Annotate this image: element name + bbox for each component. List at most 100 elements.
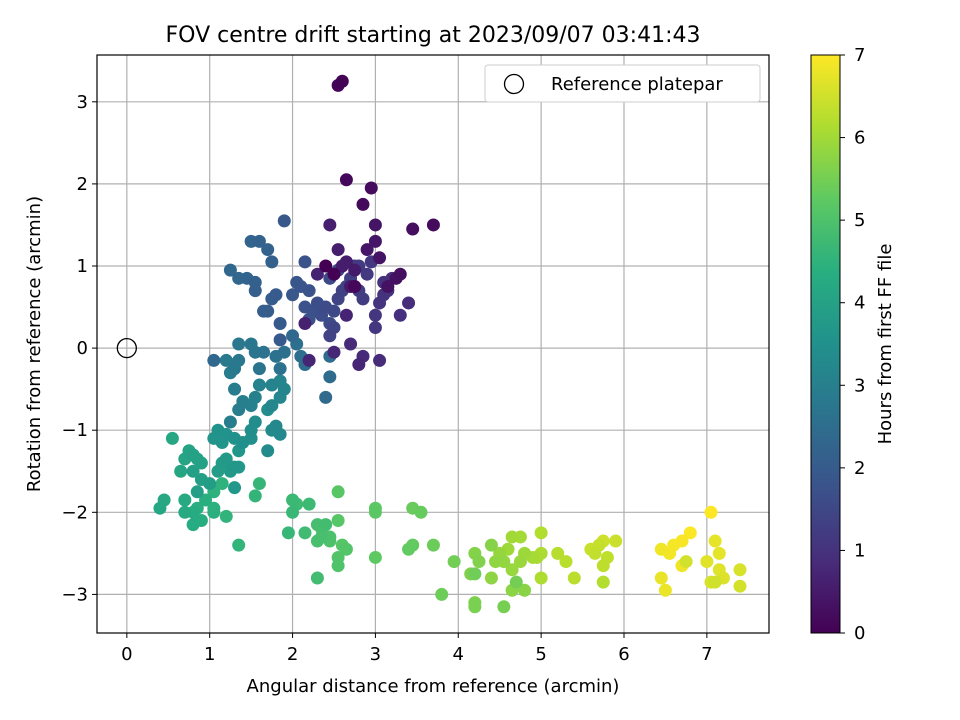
colorbar-tick-label: 7 <box>854 45 865 66</box>
data-point <box>435 587 449 601</box>
data-point <box>373 353 387 367</box>
data-point <box>733 579 747 593</box>
reference-marker <box>116 337 137 359</box>
data-point <box>248 415 262 429</box>
colorbar-tick-label: 1 <box>854 540 865 561</box>
data-point <box>518 583 532 597</box>
data-point <box>327 267 341 281</box>
data-point <box>265 255 279 269</box>
data-point <box>588 546 602 560</box>
x-tick-label: 3 <box>370 644 381 665</box>
chart-title: FOV centre drift starting at 2023/09/07 … <box>166 23 701 48</box>
data-point <box>327 304 341 318</box>
data-point <box>402 542 416 556</box>
data-point <box>513 555 527 569</box>
data-point <box>468 567 482 581</box>
colorbar-ticks: 0 1 2 3 4 5 6 7 <box>840 45 865 644</box>
data-point <box>497 600 511 614</box>
data-point <box>596 559 610 573</box>
data-point <box>567 571 581 585</box>
data-point <box>658 583 672 597</box>
data-point <box>708 534 722 548</box>
data-point <box>252 234 266 248</box>
data-point <box>257 345 271 359</box>
data-point <box>261 444 275 458</box>
data-point <box>207 505 221 519</box>
data-point <box>323 218 337 232</box>
data-point <box>356 292 370 306</box>
data-point <box>339 173 353 187</box>
data-point <box>426 538 440 552</box>
data-point <box>273 333 287 347</box>
data-point <box>348 280 362 294</box>
data-point <box>406 222 420 236</box>
data-point <box>298 255 312 269</box>
data-point <box>654 542 668 556</box>
plot-frame <box>96 54 770 634</box>
data-point <box>368 234 382 248</box>
data-point <box>484 571 498 585</box>
data-point <box>232 538 246 552</box>
data-point <box>331 485 345 499</box>
data-point <box>609 534 623 548</box>
data-point <box>356 197 370 211</box>
data-point <box>331 514 345 528</box>
x-axis-label: Angular distance from reference (arcmin) <box>247 676 620 697</box>
y-tick-label: −2 <box>61 502 88 523</box>
data-point <box>534 571 548 585</box>
y-tick-label: −1 <box>61 420 88 441</box>
data-point <box>252 477 266 491</box>
data-point <box>339 308 353 322</box>
data-point <box>153 501 167 515</box>
data-point <box>551 546 565 560</box>
data-point <box>302 284 316 298</box>
x-tick-label: 6 <box>618 644 629 665</box>
data-point <box>360 243 374 257</box>
data-point <box>381 280 395 294</box>
data-point <box>261 243 275 257</box>
data-point <box>207 353 221 367</box>
data-point <box>261 304 275 318</box>
data-point <box>339 542 353 556</box>
x-tick-label: 4 <box>453 644 464 665</box>
data-point <box>298 526 312 540</box>
data-point <box>273 362 287 376</box>
data-point <box>509 575 523 589</box>
data-point <box>165 431 179 445</box>
colorbar-tick-label: 0 <box>854 623 865 644</box>
data-point <box>203 477 217 491</box>
x-tick-label: 2 <box>287 644 298 665</box>
data-point <box>310 571 324 585</box>
data-point <box>286 329 300 343</box>
data-point <box>559 555 573 569</box>
data-point <box>174 464 188 478</box>
data-point <box>319 518 333 532</box>
data-point <box>315 530 329 544</box>
data-point <box>223 263 237 277</box>
data-point <box>298 316 312 330</box>
data-point <box>219 452 233 466</box>
data-point <box>286 505 300 519</box>
data-point <box>373 251 387 265</box>
data-point <box>426 218 440 232</box>
data-point <box>683 526 697 540</box>
data-point <box>310 267 324 281</box>
y-tick-label: 2 <box>77 174 88 195</box>
data-point <box>319 259 333 273</box>
data-point <box>447 555 461 569</box>
data-point <box>323 370 337 384</box>
data-point <box>286 493 300 507</box>
data-point <box>344 337 358 351</box>
colorbar-label: Hours from first FF file <box>875 244 896 445</box>
data-point <box>484 538 498 552</box>
data-point <box>265 378 279 392</box>
colorbar-gradient <box>810 54 841 634</box>
data-point <box>534 526 548 540</box>
data-point <box>302 497 316 511</box>
y-tick-label: −3 <box>61 584 88 605</box>
data-point <box>368 308 382 322</box>
data-point <box>286 288 300 302</box>
data-point <box>368 505 382 519</box>
data-point <box>228 481 242 495</box>
